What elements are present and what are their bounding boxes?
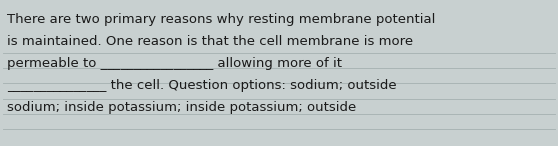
Text: permeable to _________________ allowing more of it: permeable to _________________ allowing …	[7, 57, 342, 70]
Text: sodium; inside potassium; inside potassium; outside: sodium; inside potassium; inside potassi…	[7, 101, 356, 114]
Text: is maintained. One reason is that the cell membrane is more: is maintained. One reason is that the ce…	[7, 35, 413, 48]
Text: _______________ the cell. Question options: sodium; outside: _______________ the cell. Question optio…	[7, 79, 397, 92]
Text: There are two primary reasons why resting membrane potential: There are two primary reasons why restin…	[7, 13, 435, 26]
